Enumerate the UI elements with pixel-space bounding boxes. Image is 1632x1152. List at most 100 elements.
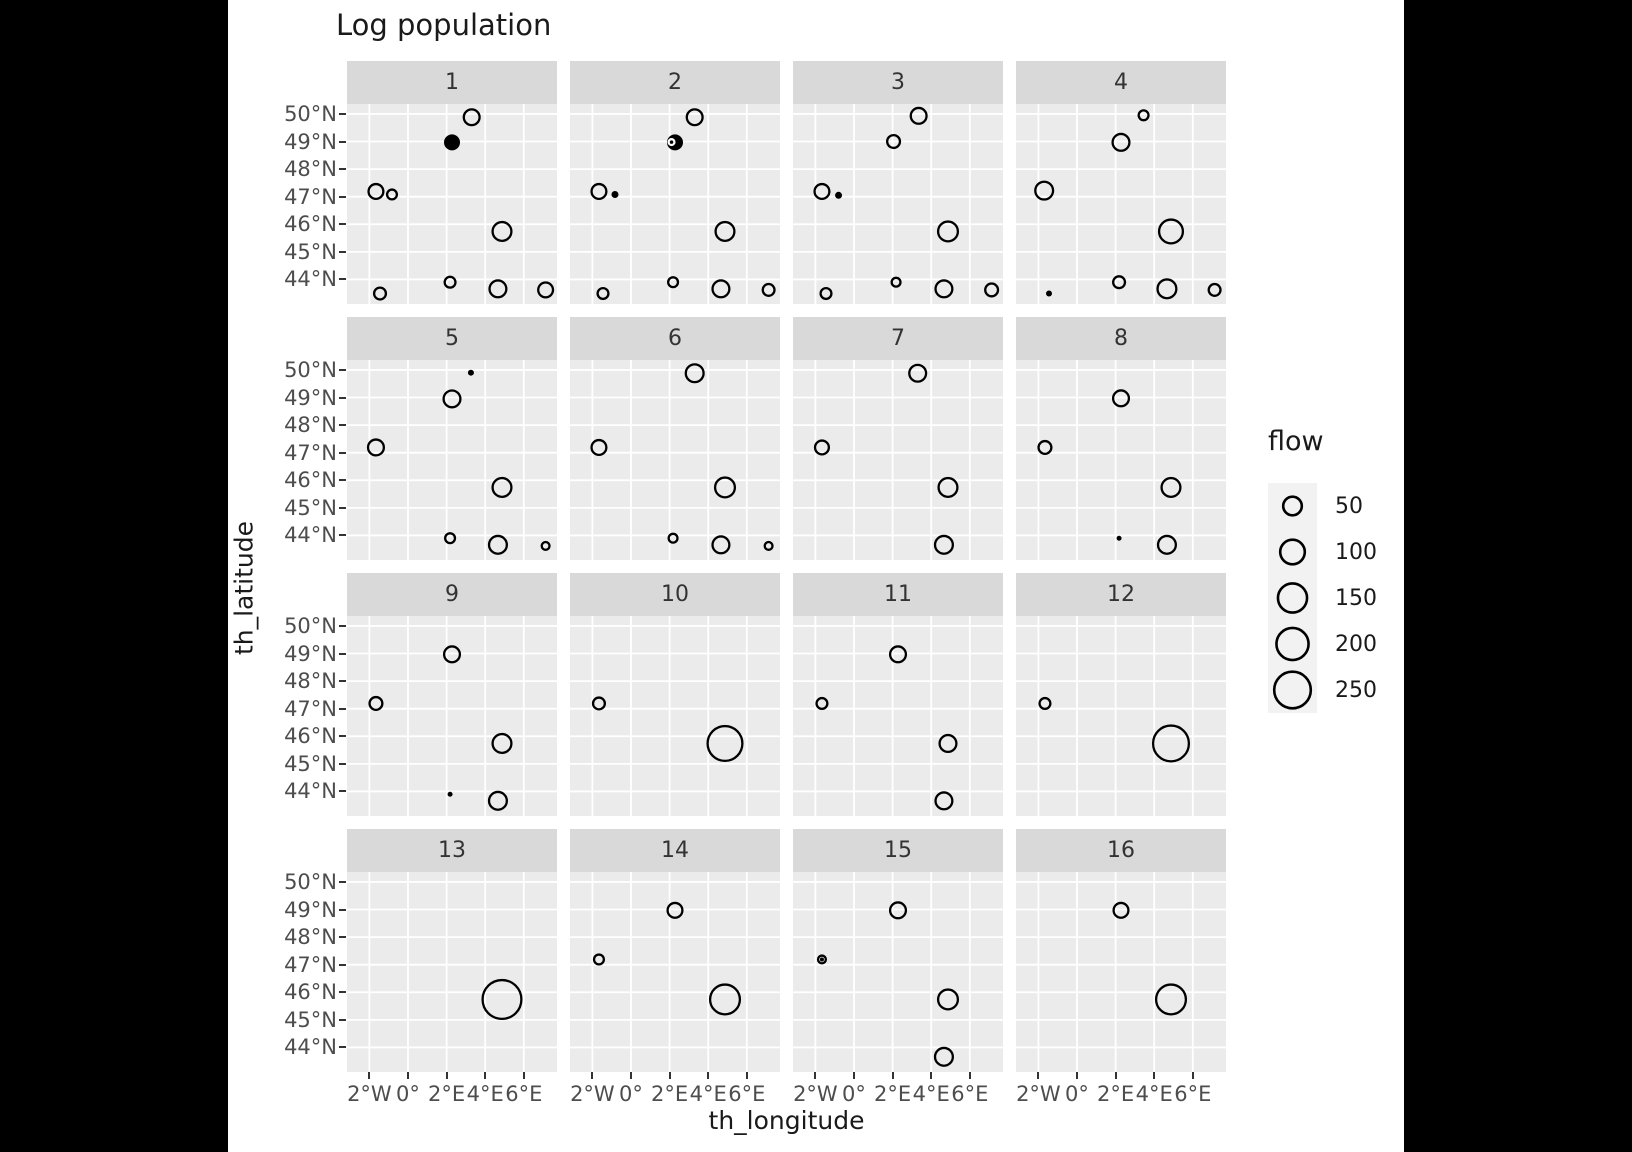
facet-label: 11 [884,582,912,607]
facet-strip: 1 [347,61,557,104]
y-axis-tick [339,223,346,226]
panel-background [793,104,1003,304]
x-tick-label: 4°E [912,1082,950,1106]
legend-entry: 100 [1268,529,1377,575]
legend-size-circle [1275,626,1310,662]
data-point [711,535,731,555]
facet-panel [1016,872,1226,1072]
panel-background [793,616,1003,816]
x-axis-tick [745,1072,748,1079]
x-tick-label: 4°E [466,1082,504,1106]
x-axis-tick [1037,1072,1040,1079]
data-point [385,188,399,201]
y-axis-tick [339,963,346,966]
data-point [1157,218,1185,245]
data-point [444,532,457,545]
data-point [667,276,680,289]
facet-strip: 6 [570,317,780,360]
legend-key-swatch [1268,483,1317,529]
data-point [888,901,908,920]
facet-label: 6 [668,326,682,351]
facet-strip: 9 [347,573,557,616]
x-axis-tick [591,1072,594,1079]
y-tick-label: 50°N [284,869,337,894]
facet-panel [570,616,780,816]
data-point [938,733,958,753]
y-axis-tick [339,762,346,765]
facet-strip: 16 [1016,829,1226,872]
data-point [462,108,481,127]
facet-strip: 12 [1016,573,1226,616]
gridlines [793,104,1003,304]
x-tick-label: 4°E [689,1082,727,1106]
data-point [706,724,744,762]
gridlines [793,616,1003,816]
data-point [368,695,384,711]
right-letterbox [1404,0,1632,1152]
facet-strip: 4 [1016,61,1226,104]
x-axis-tick [406,1072,409,1079]
y-tick-label: 46°N [284,468,337,493]
facet-strip: 10 [570,573,780,616]
gridlines [570,616,780,816]
y-tick-label: 48°N [284,157,337,182]
y-axis-tick [339,880,346,883]
data-point [761,282,776,297]
plot-canvas: Log population th_latitude th_longitude … [228,0,1404,1152]
x-tick-label: 0° [842,1082,866,1106]
data-point [1037,439,1053,455]
facet-strip: 7 [793,317,1003,360]
y-axis-tick [339,451,346,454]
y-tick-label: 44°N [284,1035,337,1060]
y-axis-tick [339,790,346,793]
facet-strip: 11 [793,573,1003,616]
y-axis-tick [339,140,346,143]
y-axis-tick [339,396,346,399]
panel-background [793,360,1003,560]
facet-panel [347,360,557,560]
y-axis-tick [339,908,346,911]
x-axis-tick [968,1072,971,1079]
x-tick-label: 2°W [793,1082,838,1106]
facet-label: 12 [1107,582,1135,607]
y-axis-title: th_latitude [229,520,259,656]
facet-panel [793,360,1003,560]
legend-keys: 50 100 150 200 250 [1268,483,1377,713]
legend-label: 50 [1335,493,1363,519]
y-axis-tick [339,936,346,939]
x-axis-tick [1114,1072,1117,1079]
data-point [591,696,607,711]
data-point [934,791,954,811]
data-point [372,286,388,301]
gridlines [347,360,557,560]
legend-size-circle [1272,670,1313,710]
data-point [936,988,960,1011]
x-tick-label: 2°E [428,1082,466,1106]
facet-panel [793,616,1003,816]
data-point [1116,535,1122,541]
y-axis-tick [339,991,346,994]
data-point [813,439,831,456]
data-point [592,953,606,966]
y-tick-label: 44°N [284,523,337,548]
data-point [816,954,828,965]
y-axis-tick [339,250,346,253]
y-tick-label: 47°N [284,952,337,977]
gridlines [570,104,780,304]
y-axis-tick [339,1018,346,1021]
panel-background [570,360,780,560]
gridlines [793,360,1003,560]
data-point [819,957,824,962]
y-tick-label: 45°N [284,239,337,264]
data-point [1160,476,1182,498]
facet-label: 1 [445,70,459,95]
y-axis-tick [339,278,346,281]
x-tick-label: 2°E [874,1082,912,1106]
y-tick-label: 48°N [284,413,337,438]
facet-panel [1016,360,1226,560]
data-point [667,138,676,147]
data-point [667,532,679,544]
facet-panel [347,616,557,816]
y-axis-tick [339,735,346,738]
y-tick-label: 45°N [284,751,337,776]
